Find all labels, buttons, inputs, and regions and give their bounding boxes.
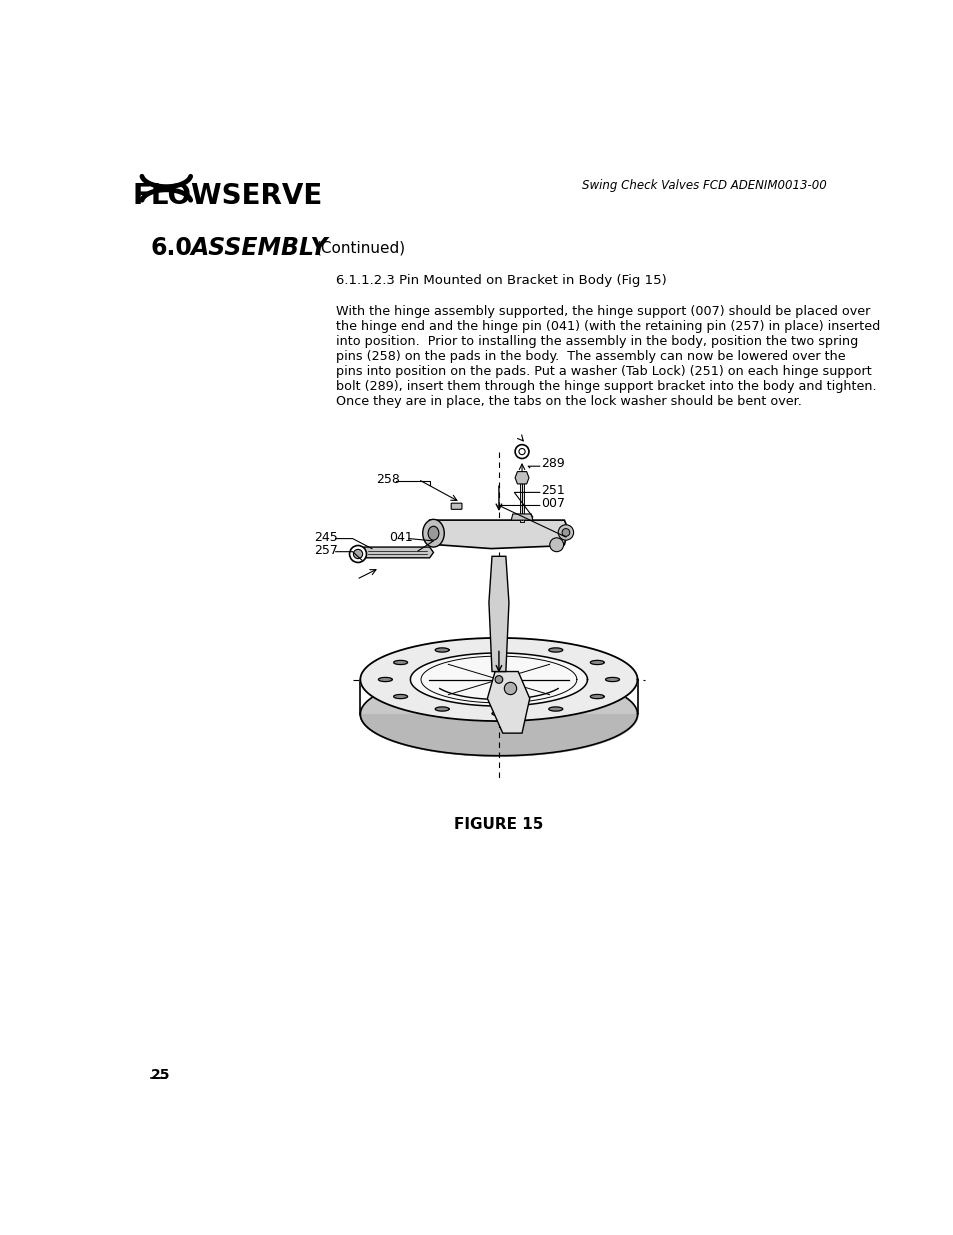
Polygon shape [492,711,505,715]
Polygon shape [511,514,533,520]
Polygon shape [548,648,562,652]
Ellipse shape [561,529,569,536]
Text: 007: 007 [540,498,565,510]
Text: 25: 25 [151,1067,171,1082]
Text: 258: 258 [375,473,399,485]
Circle shape [518,448,524,454]
Text: 6.0: 6.0 [151,236,193,261]
Polygon shape [394,661,407,664]
Ellipse shape [504,682,517,694]
Text: 245: 245 [314,531,337,543]
Text: FIGURE 15: FIGURE 15 [454,816,543,831]
Polygon shape [410,653,587,706]
Ellipse shape [428,526,438,540]
Text: into position.  Prior to installing the assembly in the body, position the two s: into position. Prior to installing the a… [335,336,857,348]
Text: 6.1.1.2.3 Pin Mounted on Bracket in Body (Fig 15): 6.1.1.2.3 Pin Mounted on Bracket in Body… [335,274,666,288]
Polygon shape [360,638,637,721]
Polygon shape [487,672,529,734]
Circle shape [349,546,366,562]
Polygon shape [429,520,568,548]
Ellipse shape [558,525,573,540]
Ellipse shape [549,537,563,552]
FancyBboxPatch shape [451,503,461,509]
Polygon shape [488,556,508,672]
Text: bolt (289), insert them through the hinge support bracket into the body and tigh: bolt (289), insert them through the hing… [335,380,876,394]
Ellipse shape [422,520,444,547]
Text: 289: 289 [540,457,564,471]
Text: 251: 251 [540,484,564,498]
Text: Swing Check Valves FCD ADENIM0013-00: Swing Check Valves FCD ADENIM0013-00 [581,179,826,191]
Polygon shape [435,648,449,652]
Text: Once they are in place, the tabs on the lock washer should be bent over.: Once they are in place, the tabs on the … [335,395,801,409]
Text: 257: 257 [314,543,337,557]
Polygon shape [360,673,637,756]
Polygon shape [394,694,407,699]
Polygon shape [590,661,603,664]
Text: FLOWSERVE: FLOWSERVE [132,182,323,210]
Polygon shape [605,678,618,682]
Text: pins (258) on the pads in the body.  The assembly can now be lowered over the: pins (258) on the pads in the body. The … [335,351,844,363]
Polygon shape [590,694,603,699]
Text: With the hinge assembly supported, the hinge support (007) should be placed over: With the hinge assembly supported, the h… [335,305,869,319]
Polygon shape [378,678,392,682]
Circle shape [495,676,502,683]
Circle shape [515,445,528,458]
Text: (Continued): (Continued) [315,241,405,256]
Polygon shape [515,472,528,484]
Text: ASSEMBLY: ASSEMBLY [191,236,328,261]
Polygon shape [361,547,433,558]
Text: the hinge end and the hinge pin (041) (with the retaining pin (257) in place) in: the hinge end and the hinge pin (041) (w… [335,320,879,333]
Polygon shape [435,706,449,711]
Text: 041: 041 [389,531,413,543]
Polygon shape [492,643,505,647]
Polygon shape [548,706,562,711]
Text: pins into position on the pads. Put a washer (Tab Lock) (251) on each hinge supp: pins into position on the pads. Put a wa… [335,366,870,378]
Circle shape [353,550,362,558]
